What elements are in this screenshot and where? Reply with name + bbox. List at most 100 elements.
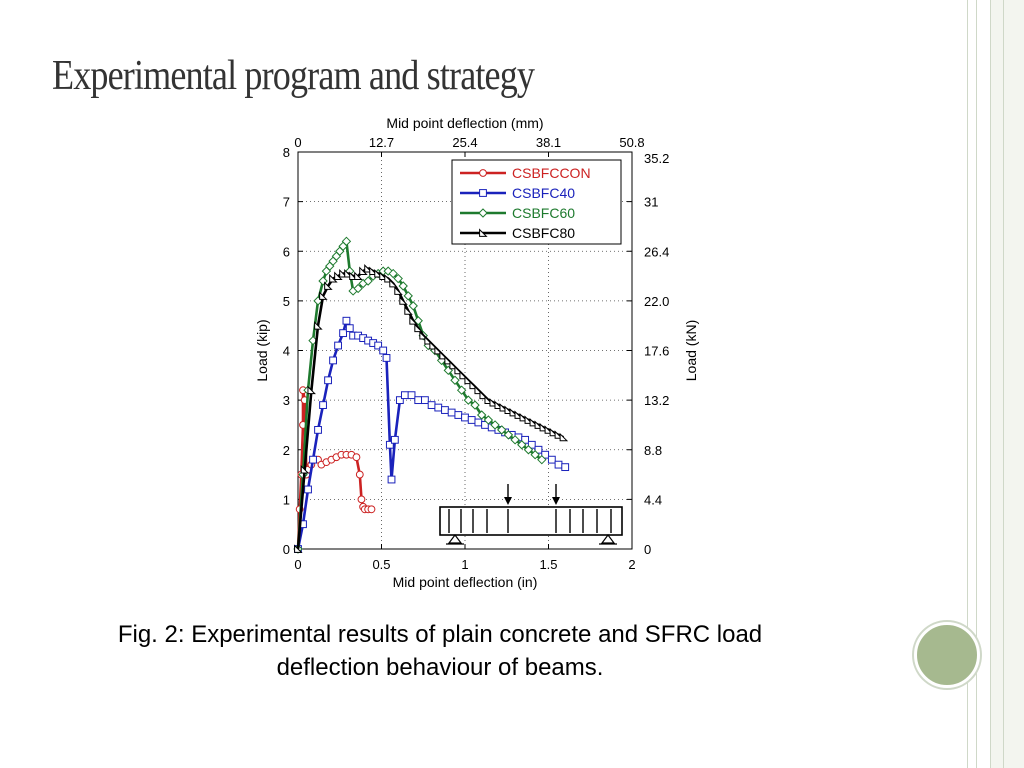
point-csbfc40 [395,396,404,405]
point-csbfc80 [364,264,373,273]
point-csbfc40 [434,403,443,412]
point-csbfc80 [389,278,398,288]
legend-marker [479,228,488,237]
point-csbfc80 [384,273,393,283]
point-csbfc80 [300,464,310,474]
point-csbfc60 [456,385,467,395]
y-tick-label: 6 [283,244,290,259]
x-tick-label: 0 [294,557,301,572]
point-csbfc80 [429,340,438,350]
point-csbfc80 [324,281,333,290]
point-csbfc80 [419,331,428,340]
point-csbfc80 [314,321,323,330]
legend-marker [478,208,488,218]
point-csbfc80 [479,390,488,400]
x-tick-label: 2 [628,557,635,572]
point-csbfc40 [521,435,530,444]
point-csbfc60 [523,445,534,455]
y2-tick-label: 31 [644,195,658,210]
point-csbfc80 [414,323,423,333]
y2-tick-label: 13.2 [644,393,669,408]
beam-support [447,534,463,544]
point-csbfc60 [510,435,520,445]
point-csbfc60 [483,415,494,425]
y2-tick-label: 26.4 [644,244,669,259]
legend-marker [479,169,487,177]
point-csbfc60 [363,276,373,286]
y-tick-label: 2 [283,443,290,458]
x-tick-label: 1.5 [539,557,557,572]
point-csbfc80 [399,296,408,305]
point-csbfc40 [385,440,394,449]
slide-edge-line [976,0,977,768]
load-arrowhead [504,497,512,505]
point-csbfc60 [517,440,527,450]
load-arrowhead [552,497,560,505]
point-csbfc60 [341,236,352,247]
legend-label: CSBFC40 [512,185,575,201]
y-tick-label: 1 [283,492,290,507]
point-csbfc40 [334,341,342,350]
point-csbfc60 [530,450,540,460]
point-csbfc40 [345,324,354,333]
point-csbfc60 [413,316,423,326]
point-csbfc60 [393,273,403,284]
x-tick-label: 0.5 [372,557,390,572]
point-csbfc80 [454,365,463,375]
point-csbfc60 [408,301,418,311]
point-csbfc80 [319,291,328,300]
point-csbfc80 [449,360,458,370]
point-csbfc40 [390,435,399,444]
y-tick-label: 5 [283,294,290,309]
y2-tick-label: 0 [644,542,651,557]
figure-caption: Fig. 2: Experimental results of plain co… [60,618,820,684]
point-csbfc40 [304,485,312,494]
point-csbfc40 [454,411,463,419]
point-csbfc60 [503,430,514,440]
point-csbfc60 [353,283,363,294]
x2-tick-label: 0 [294,135,301,150]
x-tick-label: 1 [461,557,468,572]
point-csbfccon [357,495,366,504]
point-csbfc40 [382,354,391,362]
slide-edge-line [1003,0,1004,768]
point-csbfc60 [450,375,460,385]
decorative-circle [914,622,980,688]
point-csbfc80 [294,544,303,553]
legend-label: CSBFC80 [512,225,575,241]
y-tick-label: 0 [283,542,290,557]
point-csbfc40 [407,391,416,400]
series-line-csbfc60 [296,240,543,550]
point-csbfc40 [421,396,429,405]
point-csbfc60 [490,420,500,430]
point-csbfc60 [403,291,413,301]
point-csbfc40 [447,408,456,417]
x2-tick-label: 25.4 [452,135,477,150]
point-csbfc60 [537,454,547,465]
y2-tick-label: 22.0 [644,294,669,309]
point-csbfc40 [561,463,570,472]
point-csbfc40 [541,450,550,459]
point-csbfc60 [497,425,507,435]
point-csbfc40 [474,418,483,427]
y2-tick-label: 4.4 [644,492,662,507]
point-csbfc40 [329,356,337,365]
point-csbfc40 [314,426,322,434]
point-csbfc40 [554,460,563,469]
point-csbfc40 [374,341,383,350]
point-csbfc40 [414,396,423,405]
point-csbfc80 [329,273,338,283]
point-csbfc60 [398,281,408,291]
point-csbfc80 [409,316,418,325]
y-tick-label: 3 [283,393,290,408]
point-csbfc80 [354,271,363,280]
point-csbfc80 [334,271,343,280]
point-csbfc40 [547,455,556,464]
caption-line-2: deflection behaviour of beams. [276,654,604,681]
y2-tick-label: 17.6 [644,344,669,359]
legend-label: CSBFC60 [512,205,575,221]
caption-line-1: Fig. 2: Experimental results of plain co… [117,621,763,648]
point-csbfc40 [461,413,469,422]
y2-tick-label: 8.8 [644,443,662,458]
